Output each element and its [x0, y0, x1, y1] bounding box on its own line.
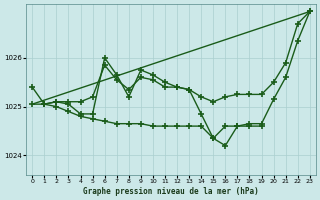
X-axis label: Graphe pression niveau de la mer (hPa): Graphe pression niveau de la mer (hPa): [83, 187, 259, 196]
